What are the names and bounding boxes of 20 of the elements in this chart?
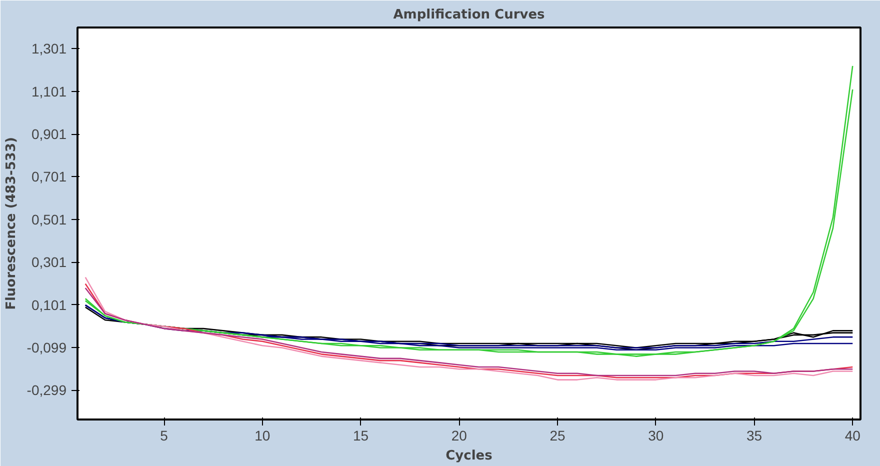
- x-tick-label: 5: [160, 428, 168, 444]
- y-tick-label: 1,101: [31, 83, 67, 100]
- x-tick-label: 15: [353, 428, 369, 444]
- x-tick-label: 35: [746, 428, 762, 444]
- y-tick-label: -0,299: [26, 382, 67, 398]
- y-tick-label: 0,101: [31, 296, 67, 313]
- y-axis-title: Fluorescence (483-533): [4, 137, 19, 310]
- x-axis-title: Cycles: [446, 448, 493, 464]
- x-tick-label: 10: [254, 428, 270, 444]
- y-tick-label: 1,301: [31, 40, 67, 57]
- x-tick-label: 30: [648, 428, 664, 444]
- x-tick-label: 40: [844, 428, 861, 444]
- y-tick-label: 0,701: [31, 168, 67, 185]
- y-tick-label: 0,901: [31, 126, 67, 142]
- x-tick-label: 25: [550, 428, 566, 444]
- chart-title: Amplification Curves: [393, 8, 546, 22]
- x-tick-label: 20: [451, 428, 468, 444]
- y-tick-label: -0,099: [26, 340, 67, 356]
- y-tick-label: 0,301: [31, 254, 67, 270]
- y-tick-label: 0,501: [31, 211, 67, 228]
